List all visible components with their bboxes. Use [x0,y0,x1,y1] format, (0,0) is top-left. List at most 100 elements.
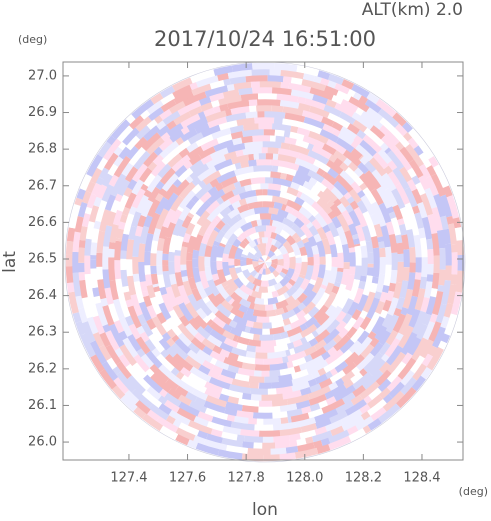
radar-cell [143,189,152,198]
radar-cell [189,213,201,226]
radar-cell [280,81,290,89]
radar-cell [313,233,323,243]
radar-cell [128,205,137,216]
radar-cell [314,212,328,228]
radar-cell [297,184,307,194]
radar-cell [195,442,220,456]
radar-cell [388,233,398,254]
radar-cell [303,313,313,322]
radar-cell [373,223,384,238]
radar-cell [177,394,192,407]
radar-cell [358,154,365,161]
radar-cell [374,325,388,341]
radar-cell [240,277,250,287]
radar-cell [157,395,168,406]
radar-cell [273,282,284,292]
radar-cell [333,180,349,196]
radar-cell [329,367,339,377]
radar-cell [252,244,260,253]
radar-cell [299,261,309,277]
radar-cell [206,421,225,433]
radar-cell [390,269,398,284]
radar-cell [325,349,344,366]
radar-cell [328,153,338,163]
radar-cell [418,227,427,239]
radar-cell [281,203,288,211]
radar-cell [142,151,159,168]
radar-cell [366,106,384,123]
radar-cell [137,243,146,263]
radar-cell [186,211,195,219]
radar-cell [185,260,194,279]
radar-cell [331,120,344,132]
radar-cell [213,139,234,152]
radar-cell [231,200,242,210]
radar-cell [378,342,392,356]
radar-cell [247,417,257,426]
radar-cell [236,410,254,419]
radar-cell [395,182,411,205]
radar-cell [88,204,100,223]
radar-cell [84,206,93,215]
radar-cell [172,353,194,372]
radar-cell [130,187,146,209]
radar-cell [79,333,96,358]
radar-cell [418,175,431,191]
radar-cell [113,240,122,261]
radar-cell [310,264,321,282]
radar-cell [329,203,343,217]
radar-cell [265,261,273,267]
radar-cell [81,212,91,228]
radar-cell [156,416,179,434]
radar-cell [282,317,292,327]
radar-cell [83,238,92,256]
radar-cell [193,222,202,231]
x-tick-label: 128.2 [345,471,382,486]
radar-cell [159,425,179,440]
radar-cell [309,105,330,119]
radar-cell [359,155,369,166]
radar-cell [311,430,333,443]
radar-cell [317,367,327,377]
radar-cell [248,153,255,161]
radar-cell [203,324,214,335]
radar-cell [353,206,368,228]
altitude-label: ALT(km) 2.0 [362,0,463,20]
radar-cell [177,302,194,322]
radar-cell [370,188,385,206]
radar-cell [328,73,344,86]
radar-cell [184,222,196,236]
y-tick-label: 26.1 [28,398,57,413]
radar-cell [88,300,99,318]
radar-cell [306,301,317,312]
radar-cell [302,282,315,297]
radar-cell [345,273,356,292]
radar-cell [263,417,282,426]
radar-cell [117,141,127,151]
radar-cell [286,198,303,212]
radar-cell [271,122,292,132]
radar-cell [286,393,311,406]
radar-cell [180,269,188,278]
radar-cell [202,169,222,186]
radar-cell [411,310,427,335]
radar-cell [427,345,438,357]
radar-cell [285,267,296,280]
radar-cell [229,306,245,319]
radar-cell [143,214,153,228]
radar-cell [265,304,274,312]
radar-cell [175,385,189,398]
radar-cell [366,297,381,320]
radar-cell [408,308,421,329]
radar-cell [252,284,257,292]
radar-cell [114,193,123,203]
radar-cell [225,444,248,455]
radar-cell [107,257,116,281]
radar-cell [75,321,86,336]
radar-cell [252,309,267,318]
radar-cell [292,276,305,290]
radar-cell [234,161,242,170]
radar-cell [209,177,220,188]
radar-cell [382,390,405,413]
radar-cell [272,269,281,278]
